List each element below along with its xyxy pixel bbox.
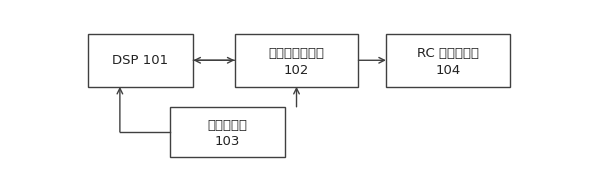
Text: 脉冲密度调制器: 脉冲密度调制器 — [269, 47, 324, 60]
Text: DSP 101: DSP 101 — [112, 54, 169, 67]
Bar — [88, 34, 193, 87]
Bar — [170, 107, 285, 157]
Text: RC 低通滤波器: RC 低通滤波器 — [417, 47, 479, 60]
Text: 103: 103 — [215, 135, 240, 148]
Bar — [234, 34, 359, 87]
Text: 104: 104 — [435, 64, 461, 77]
Bar — [386, 34, 510, 87]
Text: 时钟生成器: 时钟生成器 — [208, 119, 247, 132]
Text: 102: 102 — [284, 64, 309, 77]
